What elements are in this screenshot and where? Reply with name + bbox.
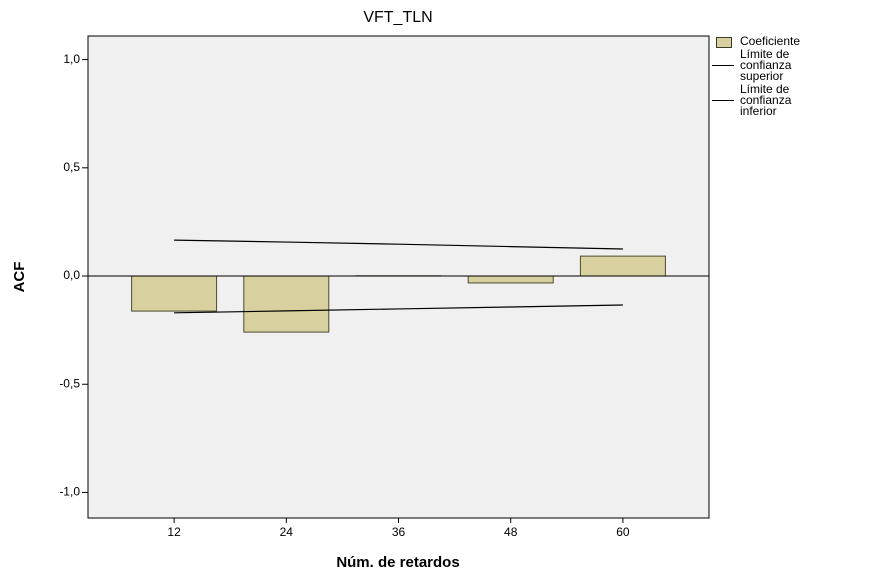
legend-item: Límite de confianza superior (712, 47, 830, 83)
x-tick-label: 60 (616, 525, 630, 539)
legend-marker (712, 100, 734, 101)
legend-marker (712, 65, 734, 66)
x-tick-label: 48 (504, 525, 518, 539)
bar (467, 275, 554, 284)
legend-item: Límite de confianza inferior (712, 82, 830, 118)
legend-label: Límite de confianza inferior (740, 82, 792, 118)
y-tick-label: 0,5 (63, 160, 80, 174)
confidence-line (174, 239, 623, 250)
y-tick-label: -0,5 (59, 376, 80, 390)
legend-label: Límite de confianza superior (740, 47, 792, 83)
y-tick-label: 0,0 (63, 268, 80, 282)
x-tick-label: 36 (392, 525, 406, 539)
legend-item: Coeficiente (716, 34, 830, 48)
chart-title: VFT_TLN (363, 9, 432, 26)
legend-label: Coeficiente (740, 34, 801, 48)
legend-marker (716, 37, 732, 48)
x-axis-label: Núm. de retardos (336, 554, 459, 571)
y-tick-label: -1,0 (59, 485, 80, 499)
bar (579, 255, 666, 277)
confidence-line (174, 304, 623, 314)
x-tick-label: 24 (280, 525, 294, 539)
y-tick-label: 1,0 (63, 52, 80, 66)
y-axis-label: ACF (11, 262, 28, 293)
x-tick-label: 12 (167, 525, 181, 539)
legend: Coeficiente Límite de confianza superior L… (712, 34, 886, 119)
bar (243, 275, 330, 333)
bar (131, 275, 218, 312)
